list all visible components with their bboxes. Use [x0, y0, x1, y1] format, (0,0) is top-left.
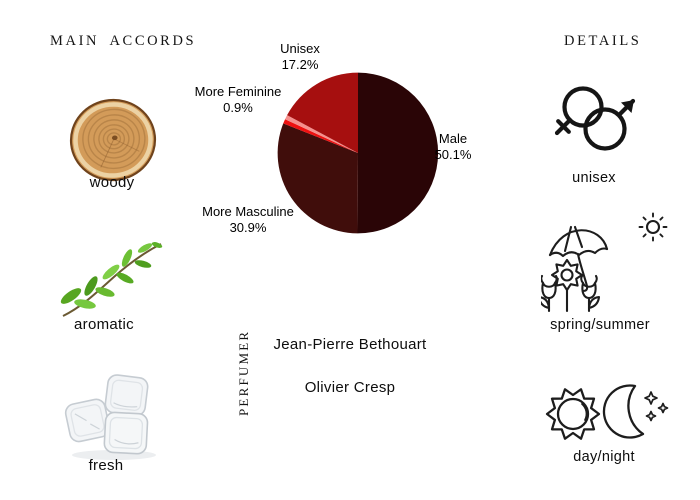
ice-cubes-image	[62, 370, 164, 462]
detail-label-day-night: day/night	[573, 449, 635, 465]
main-accords-title: MAIN ACCORDS	[50, 33, 197, 49]
wood-slice-image	[68, 96, 158, 184]
detail-label-unisex: unisex	[572, 170, 616, 186]
gender-pie-chart	[277, 72, 439, 234]
pie-label-unisex: Unisex 17.2%	[280, 41, 320, 72]
pie-label-male: Male 50.1%	[434, 131, 472, 162]
pie-label-more-feminine: More Feminine 0.9%	[194, 84, 282, 115]
perfumer-name-1: Jean-Pierre Bethouart	[273, 336, 427, 353]
detail-label-spring-summer: spring/summer	[550, 317, 650, 333]
sun-moon-icon	[543, 376, 671, 448]
accord-label-fresh: fresh	[88, 457, 124, 474]
pie-slice-more-feminine	[283, 119, 358, 153]
pie-slice-male	[357, 72, 439, 234]
pie-slice-unisex	[287, 72, 358, 153]
pie-label-more-masculine: More Masculine 30.9%	[202, 204, 294, 235]
herb-sprig-image	[57, 236, 169, 322]
perfumer-name-2: Olivier Cresp	[304, 379, 396, 396]
pie-slice-more-masculine	[277, 123, 358, 234]
accord-label-woody: woody	[89, 174, 135, 191]
accord-label-aromatic: aromatic	[74, 316, 134, 333]
gender-symbols-icon	[547, 77, 643, 155]
flowers-umbrella-sun-icon	[541, 211, 669, 313]
pie-slice-unlabeled	[285, 115, 358, 153]
details-title: DETAILS	[564, 33, 642, 49]
